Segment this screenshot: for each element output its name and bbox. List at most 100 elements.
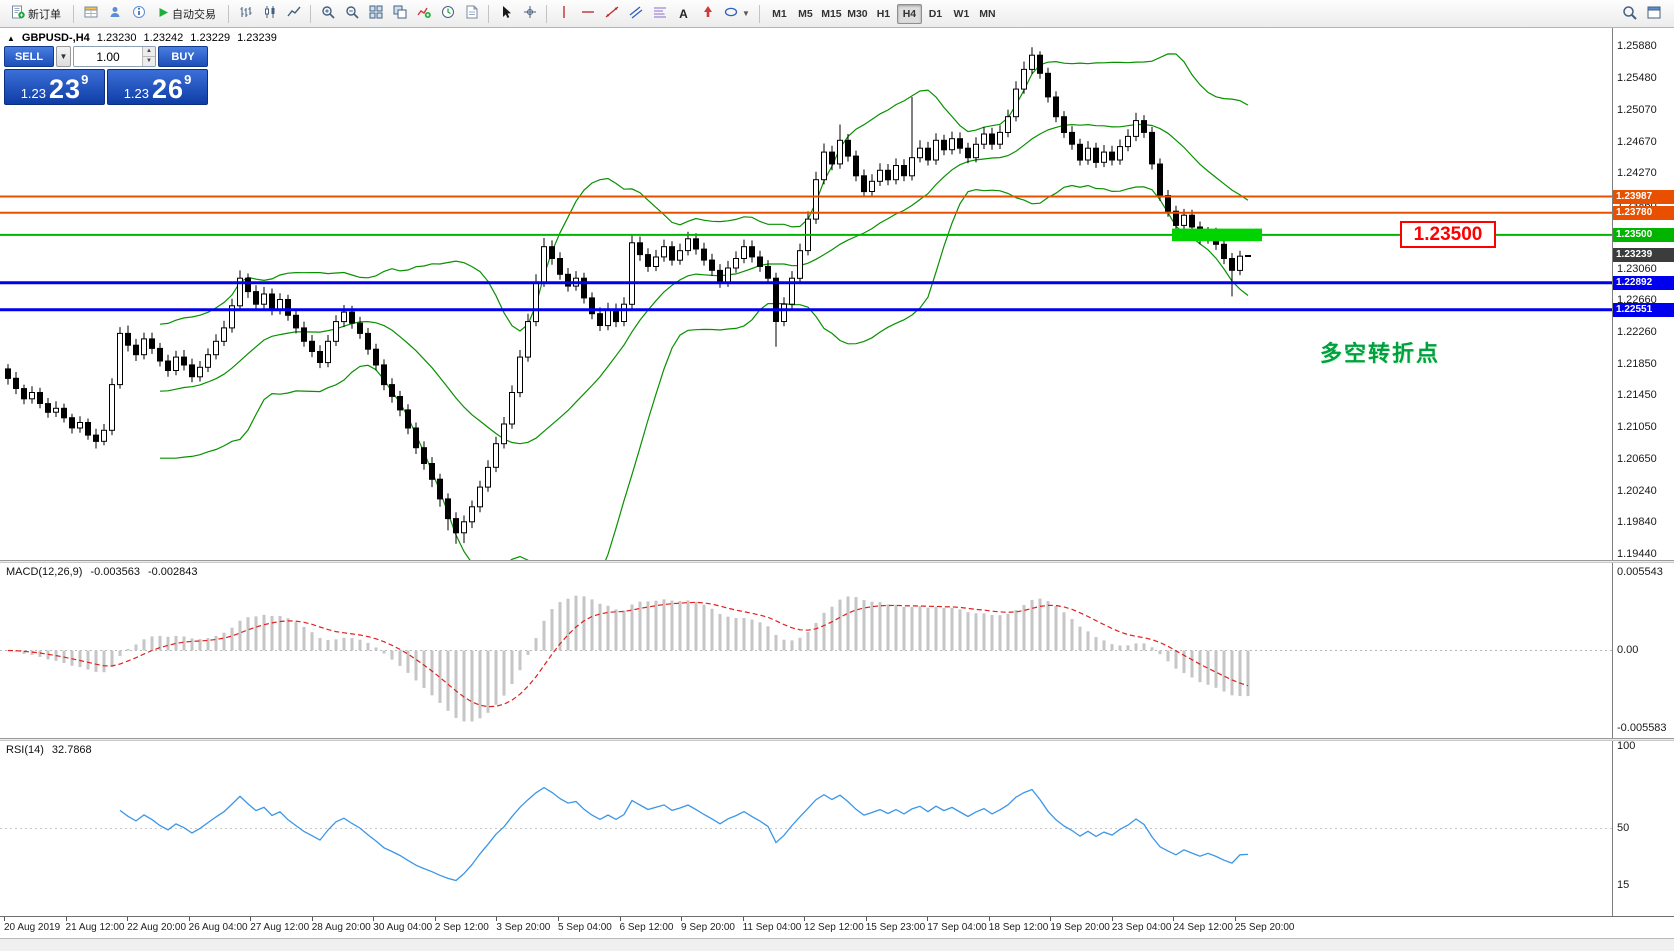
time-axis-label: 11 Sep 04:00 xyxy=(742,922,802,933)
timeframe-button-m30[interactable]: M30 xyxy=(845,4,870,24)
timeframe-button-mn[interactable]: MN xyxy=(975,4,1000,24)
time-axis-label: 12 Sep 12:00 xyxy=(804,922,864,933)
toolbar-separator xyxy=(310,4,311,23)
tile-windows-button[interactable] xyxy=(364,2,387,25)
time-axis-tick xyxy=(496,917,498,921)
autotrading-label: 自动交易 xyxy=(172,8,216,21)
price-axis-label: 1.23060 xyxy=(1617,262,1657,275)
shapes-tool-button[interactable]: ▼ xyxy=(720,2,754,25)
time-axis-label: 28 Aug 20:00 xyxy=(311,922,371,933)
timeframe-button-h4[interactable]: H4 xyxy=(896,3,922,24)
toolbar-separator xyxy=(758,4,760,23)
timeframe-button-m5[interactable]: M5 xyxy=(793,4,818,24)
cursor-button[interactable] xyxy=(494,2,517,25)
volume-box: ▲ ▼ xyxy=(73,46,156,67)
price-axis-label: 1.21850 xyxy=(1617,357,1657,370)
time-axis-label: 27 Aug 12:00 xyxy=(250,922,310,933)
rsi-axis-label: 50 xyxy=(1617,821,1630,834)
data-window-button[interactable] xyxy=(127,2,150,25)
sell-price-button[interactable]: 1.23 23 9 xyxy=(4,69,105,105)
templates-button[interactable] xyxy=(460,2,483,25)
pane-splitter[interactable] xyxy=(0,738,1674,741)
volume-up-button[interactable]: ▲ xyxy=(143,47,155,57)
time-axis-label: 2 Sep 12:00 xyxy=(434,922,489,933)
candlestick-chart-button[interactable] xyxy=(258,2,281,25)
pane-splitter[interactable] xyxy=(0,560,1674,563)
sell-price-prefix: 1.23 xyxy=(20,86,47,101)
periods-button[interactable] xyxy=(436,2,459,25)
timeframe-button-d1[interactable]: D1 xyxy=(923,4,948,24)
toolbar: 新订单 自动交易 A ▼ M1 M5 M15 M30 H1 xyxy=(0,0,1674,28)
time-axis-tick xyxy=(865,917,867,921)
autotrading-play-icon xyxy=(158,7,169,21)
navigator-icon xyxy=(108,5,122,22)
candlestick-chart-icon xyxy=(263,5,277,22)
new-order-button[interactable]: 新订单 xyxy=(4,2,68,25)
time-axis-label: 20 Aug 2019 xyxy=(4,922,61,933)
macd-chart[interactable] xyxy=(0,563,1612,738)
vertical-line-button[interactable] xyxy=(552,2,575,25)
new-window-button[interactable] xyxy=(1643,2,1666,25)
line-chart-button[interactable] xyxy=(282,2,305,25)
volume-down-button[interactable]: ▼ xyxy=(143,57,155,66)
time-axis-tick xyxy=(250,917,252,921)
time-axis-tick xyxy=(681,917,683,921)
timeframe-button-m15[interactable]: M15 xyxy=(819,4,844,24)
timeframe-button-m1[interactable]: M1 xyxy=(767,4,792,24)
autotrading-button[interactable]: 自动交易 xyxy=(151,2,223,25)
time-axis-tick xyxy=(1111,917,1113,921)
sell-dropdown-button[interactable]: ▼ xyxy=(56,46,71,67)
fibonacci-button[interactable] xyxy=(648,2,671,25)
sell-price-pip: 9 xyxy=(81,72,89,87)
time-axis-label: 30 Aug 04:00 xyxy=(373,922,433,933)
line-chart-icon xyxy=(286,5,301,22)
timeframe-button-h1[interactable]: H1 xyxy=(871,4,896,24)
text-tool-button[interactable]: A xyxy=(672,2,695,25)
ohlc-close: 1.23239 xyxy=(237,32,277,44)
time-axis[interactable]: 20 Aug 2019 21 Aug 12:00 22 Aug 20:00 26 Au… xyxy=(0,916,1674,938)
price-callout-label[interactable]: 1.23500 xyxy=(1400,220,1496,248)
time-axis-tick xyxy=(4,917,5,921)
volume-spinner: ▲ ▼ xyxy=(142,47,155,66)
time-axis-label: 9 Sep 20:00 xyxy=(681,922,735,933)
bar-chart-icon xyxy=(239,5,253,22)
rsi-name-label: RSI(14) xyxy=(6,744,44,756)
price-tag: 1.22551 xyxy=(1613,302,1674,317)
current-price-tag: 1.23239 xyxy=(1613,248,1674,263)
cascade-windows-button[interactable] xyxy=(388,2,411,25)
indicators-button[interactable] xyxy=(412,2,435,25)
search-icon xyxy=(1622,5,1637,23)
time-axis-label: 6 Sep 12:00 xyxy=(619,922,674,933)
timeframe-button-w1[interactable]: W1 xyxy=(949,4,974,24)
price-chart[interactable] xyxy=(0,28,1612,560)
buy-button[interactable]: BUY xyxy=(158,46,208,67)
time-axis-tick xyxy=(1235,917,1236,921)
price-axis[interactable]: 1.258801.254801.250701.246701.242701.238… xyxy=(1612,28,1674,916)
sell-button[interactable]: SELL xyxy=(4,46,54,67)
volume-input[interactable] xyxy=(74,47,142,66)
channel-button[interactable] xyxy=(624,2,647,25)
chart-header: ▲ GBPUSD-,H4 1.23230 1.23242 1.23229 1.2… xyxy=(7,32,277,44)
price-axis-label: 1.21450 xyxy=(1617,389,1657,402)
search-button[interactable] xyxy=(1618,2,1641,25)
price-tag: 1.23500 xyxy=(1613,227,1674,242)
horizontal-line-button[interactable] xyxy=(576,2,599,25)
market-watch-button[interactable] xyxy=(79,2,102,25)
indicators-icon xyxy=(416,5,431,22)
crosshair-button[interactable] xyxy=(518,2,541,25)
buy-price-button[interactable]: 1.23 26 9 xyxy=(107,69,208,105)
macd-title: MACD(12,26,9) -0.003563 -0.002843 xyxy=(6,566,198,578)
bar-chart-button[interactable] xyxy=(234,2,257,25)
navigator-button[interactable] xyxy=(103,2,126,25)
tile-windows-icon xyxy=(369,5,383,22)
chart-annotation-text[interactable]: 多空转折点 xyxy=(1320,341,1441,366)
trendline-button[interactable] xyxy=(600,2,623,25)
price-axis-label: 1.25480 xyxy=(1617,71,1657,84)
zoom-out-button[interactable] xyxy=(340,2,363,25)
zoom-in-button[interactable] xyxy=(316,2,339,25)
rsi-chart[interactable] xyxy=(0,741,1612,916)
price-axis-label: 1.24270 xyxy=(1617,167,1657,180)
arrow-icon xyxy=(701,5,715,22)
arrows-tool-button[interactable] xyxy=(696,2,719,25)
